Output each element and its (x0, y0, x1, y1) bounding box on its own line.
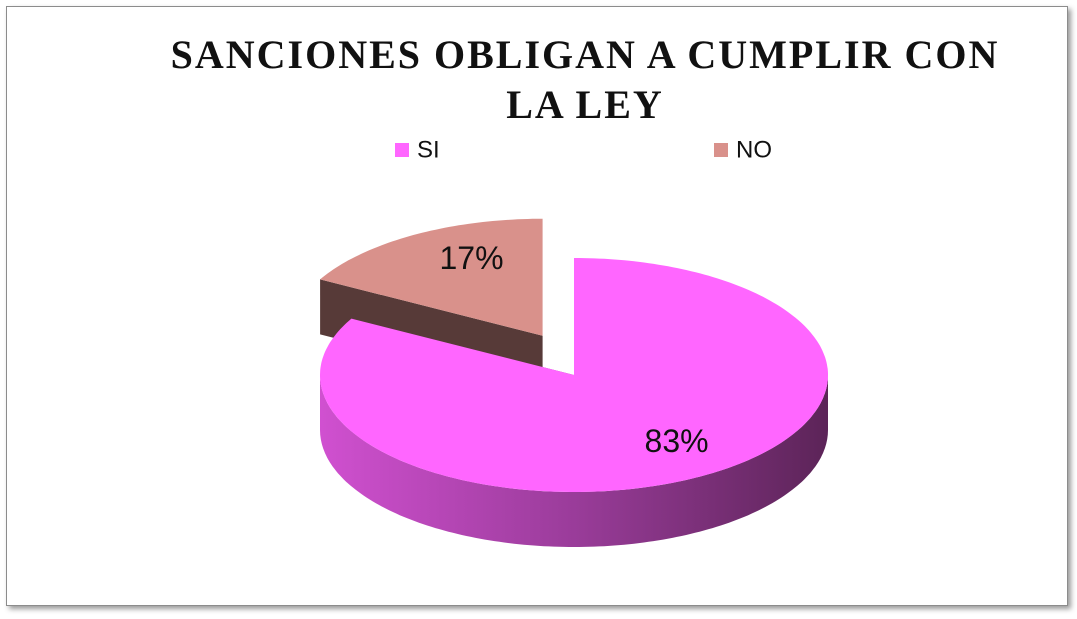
legend-label: SI (417, 136, 440, 163)
legend-swatch (714, 143, 728, 157)
legend-swatch (395, 143, 409, 157)
chart-title: SANCIONES OBLIGAN A CUMPLIR CON LA LEY (170, 32, 1000, 127)
value-label: 17% (440, 240, 504, 276)
legend-label: NO (736, 136, 772, 163)
slice-side (320, 375, 828, 547)
value-label: 83% (645, 423, 709, 459)
slice (320, 258, 828, 492)
slice (320, 218, 543, 336)
